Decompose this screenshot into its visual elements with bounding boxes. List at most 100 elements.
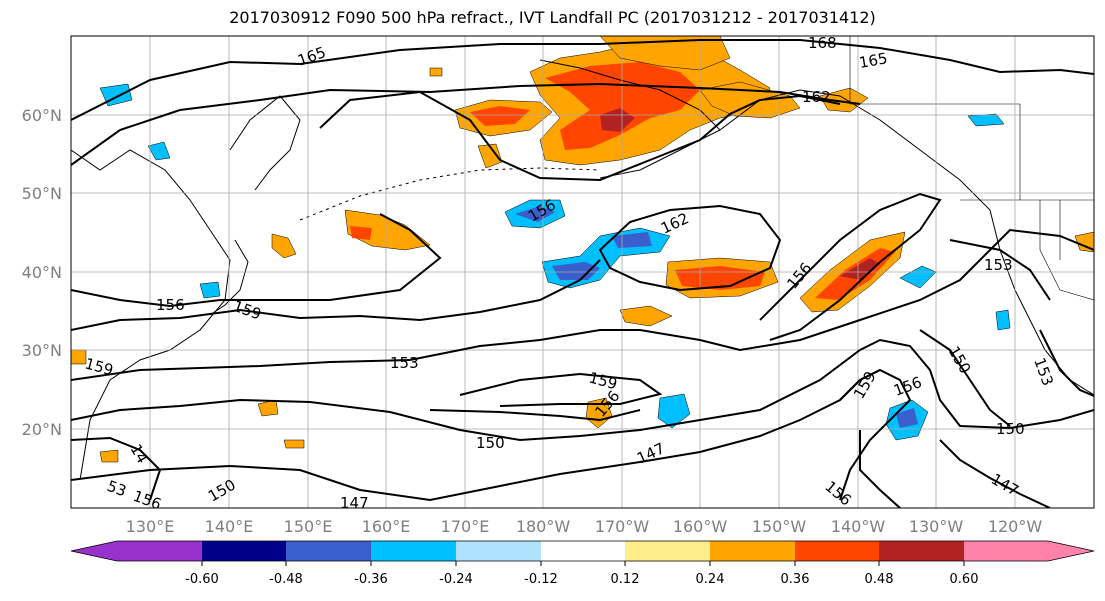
positive-anomaly-subtropic-5	[71, 349, 87, 365]
contour-label: 162	[802, 88, 831, 106]
colorbar-segment	[710, 541, 795, 561]
contour-147-left	[71, 436, 162, 501]
lon-tick-label: 120°W	[988, 517, 1043, 536]
lat-tick-label: 50°N	[22, 184, 62, 203]
contour-156-east	[839, 368, 912, 501]
positive-anomaly-west-bering-core	[470, 106, 530, 126]
contour-label: 156	[156, 296, 185, 314]
lon-tick-label: 170°W	[595, 517, 650, 536]
negative-anomaly-offshore-ca	[995, 309, 1011, 331]
colorbar-segment	[541, 541, 625, 561]
lon-tick-label: 140°E	[205, 517, 254, 536]
contour-label: 150	[476, 434, 505, 452]
positive-anomaly-alaska-inner	[600, 108, 635, 132]
contour-label: 147	[340, 494, 369, 512]
lon-tick-label: 180°W	[516, 517, 571, 536]
lon-tick-label: 140°W	[831, 517, 886, 536]
positive-anomaly-sea	[429, 67, 443, 77]
colorbar-tick-label: 0.48	[865, 572, 894, 587]
colorbar-tick-label: -0.60	[185, 572, 219, 587]
colorbar-segment	[964, 541, 1048, 561]
contour-153-right	[1039, 329, 1094, 397]
height-contours	[71, 39, 1094, 508]
contour-153-na	[949, 239, 1051, 301]
border-ak-canada-south	[850, 103, 1021, 200]
colorbar-segment	[879, 541, 964, 561]
negative-anomaly-okhotsk	[147, 141, 171, 161]
contour-147	[71, 369, 881, 502]
contour-label: 53	[105, 477, 129, 500]
lon-tick-label: 160°W	[673, 517, 728, 536]
positive-anomaly-subtropic-2	[619, 305, 673, 327]
lon-tick-label: 150°E	[284, 517, 333, 536]
lon-tick-label: 160°E	[362, 517, 411, 536]
lon-tick-label: 170°E	[441, 517, 490, 536]
coast-na-west	[999, 249, 1094, 396]
colorbar-segment	[286, 541, 371, 561]
contour-153	[71, 228, 1094, 381]
gridlines	[71, 36, 1094, 508]
contour-150	[71, 338, 1094, 442]
positive-anomaly-japan	[271, 233, 297, 259]
positive-anomaly-subtropic-4	[99, 449, 119, 463]
positive-anomaly-subtropic-1	[585, 397, 613, 429]
colorbar-tick-label: 0.36	[781, 572, 810, 587]
political-borders	[849, 36, 1094, 301]
longitude-labels: 130°E 140°E 150°E 160°E 170°E 180°W 170°…	[126, 517, 1043, 536]
colorbar-tick-label: 0.12	[611, 572, 640, 587]
negative-anomaly-central-core	[552, 262, 600, 280]
colorbar-tick-label: 0.24	[696, 572, 725, 587]
contour-label: 168	[808, 34, 837, 52]
lat-tick-label: 60°N	[22, 106, 62, 125]
contour-label: 153	[390, 354, 419, 372]
negative-anomaly-japan-sea	[199, 281, 221, 299]
colorbar-extend-max	[1048, 541, 1094, 561]
colorbar-ticks	[201, 561, 965, 566]
colorbar-tick-label: 0.60	[950, 572, 979, 587]
lat-tick-label: 30°N	[22, 341, 62, 360]
contour-156-ridge	[759, 192, 942, 341]
colorbar-tick-label: -0.48	[269, 572, 303, 587]
colorbar-segment	[117, 541, 202, 561]
colorbar-segment	[625, 541, 710, 561]
coast-asia	[71, 149, 231, 481]
positive-anomaly-kuril-core	[350, 226, 372, 240]
positive-anomaly-subtropic-6	[283, 439, 305, 449]
colorbar-tick-label: -0.12	[524, 572, 558, 587]
colorbar-segment	[456, 541, 541, 561]
contour-147-sw	[939, 439, 1051, 508]
map-frame	[70, 35, 1095, 509]
contour-162-closed	[598, 204, 782, 292]
lon-tick-label: 150°W	[752, 517, 807, 536]
contour-150-east	[919, 329, 1011, 427]
contour-156-sub	[429, 409, 641, 422]
coast-japan	[209, 239, 249, 316]
colorbar-tick-label: -0.24	[439, 572, 473, 587]
colorbar-extend-min	[71, 541, 117, 561]
negative-anomaly-nw-core	[515, 206, 555, 222]
colorbar-segment	[371, 541, 456, 561]
lon-tick-label: 130°E	[126, 517, 175, 536]
colorbar-tick-label: -0.36	[354, 572, 388, 587]
map-title: 2017030912 F090 500 hPa refract., IVT La…	[229, 8, 876, 27]
positive-anomaly-gulf-small	[477, 143, 503, 169]
border-us-states	[1039, 200, 1094, 301]
positive-anomaly-gulf-alaska	[699, 81, 801, 119]
coast-kamchatka	[229, 95, 301, 191]
contour-150-low	[859, 430, 901, 508]
lat-tick-label: 20°N	[22, 420, 62, 439]
negative-anomaly-hawaii	[657, 393, 691, 429]
contour-label: 150	[996, 420, 1025, 438]
colorbar-outline	[70, 540, 1095, 562]
positive-anomaly-ar-plume-inner	[840, 258, 880, 280]
contour-156-west	[71, 213, 442, 308]
lat-tick-label: 40°N	[22, 263, 62, 282]
negative-anomaly-east-pacific-core	[896, 408, 918, 428]
colorbar: -0.60 -0.48 -0.36 -0.24 -0.12 0.12 0.24 …	[70, 540, 1095, 587]
contour-159-sub	[459, 372, 663, 407]
contour-label: 165	[858, 49, 889, 72]
colorbar-segment	[795, 541, 879, 561]
latitude-labels: 60°N 50°N 40°N 30°N 20°N	[22, 106, 62, 439]
contour-label: 153	[984, 256, 1013, 274]
